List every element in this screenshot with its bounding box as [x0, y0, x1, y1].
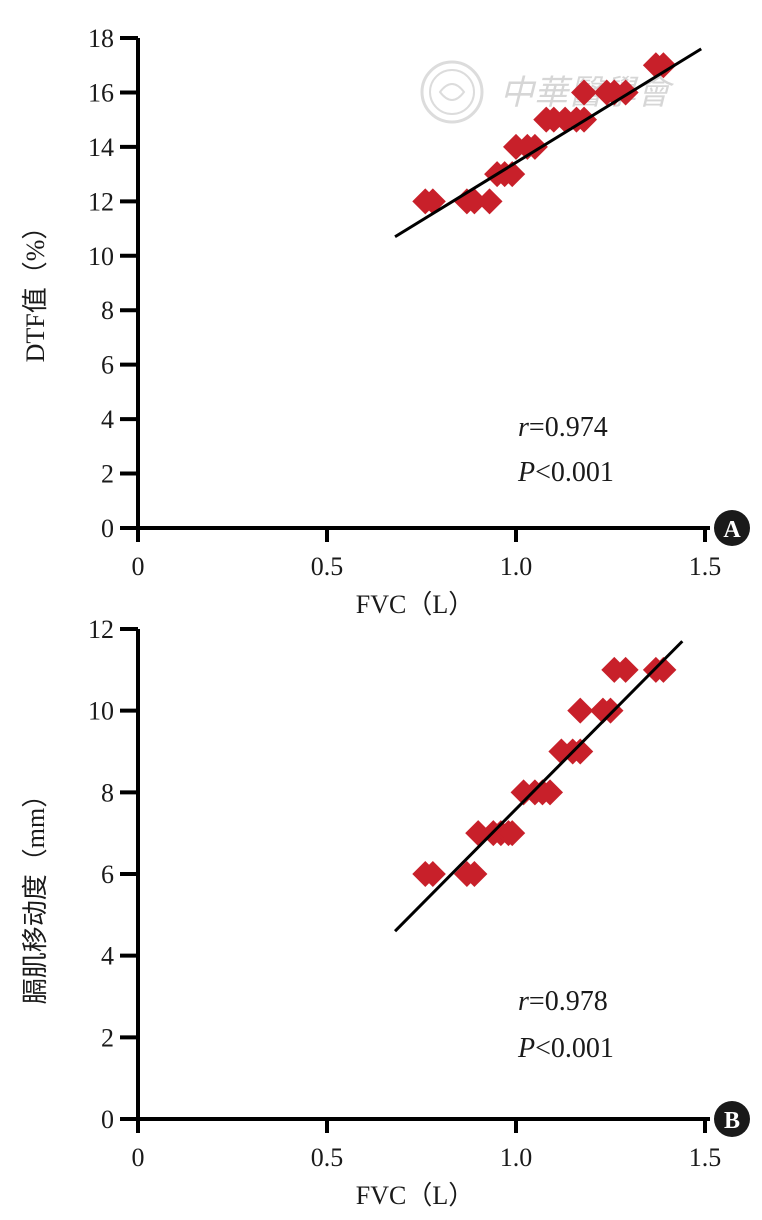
panel-a-data-point [650, 52, 677, 79]
panel-a-y-ticks: 0 2 4 6 8 10 12 14 16 18 [88, 24, 138, 543]
panel-a-y-tick-label: 2 [101, 460, 114, 489]
panel-a-x-tick-label: 1.5 [689, 552, 722, 581]
panel-a-data-point [461, 188, 488, 215]
panel-a-x-ticks: 0 0.5 1.0 1.5 [132, 528, 722, 581]
panel-b-p-stat: P<0.001 [517, 1033, 614, 1064]
panel-a-r-symbol: r [518, 412, 529, 443]
panel-a: 0 0.5 1.0 1.5 0 2 4 6 8 10 12 14 16 18 FVC（L） DTF值（%… [21, 24, 750, 619]
panel-b-data-point [597, 697, 624, 724]
panel-b-y-axis-title: 膈肌移动度（mm） [21, 782, 50, 1004]
panel-a-y-tick-label: 16 [88, 78, 114, 107]
panel-b-r-stat: r=0.978 [518, 986, 608, 1017]
panel-a-y-axis-title: DTF值（%） [21, 214, 50, 363]
panel-b: 0 0.5 1.0 1.5 0 2 4 6 8 10 12 FVC（L） 膈肌移动度（mm） r=… [21, 615, 750, 1210]
panel-a-p-symbol: P [517, 457, 535, 488]
panel-b-x-tick-label: 0 [132, 1143, 145, 1172]
panel-a-y-tick-label: 0 [101, 514, 114, 543]
panel-a-fit-line [394, 47, 703, 239]
panel-a-data-point [476, 188, 503, 215]
panel-a-data-point [571, 79, 598, 106]
panel-b-badge-label: B [724, 1108, 740, 1134]
panel-b-data-point [537, 779, 564, 806]
panel-a-x-axis-title: FVC（L） [356, 590, 474, 619]
panel-b-x-tick-label: 1.5 [689, 1143, 722, 1172]
panel-a-y-tick-label: 18 [88, 24, 114, 53]
panel-b-points [412, 656, 677, 887]
panel-a-x-tick-label: 0.5 [311, 552, 344, 581]
panel-a-y-tick-label: 4 [101, 405, 114, 434]
panel-a-badge: A [714, 510, 750, 546]
panel-b-r-symbol: r [518, 986, 529, 1017]
panel-a-y-tick-label: 10 [88, 242, 114, 271]
panel-a-x-tick-label: 0 [132, 552, 145, 581]
panel-b-data-point [612, 656, 639, 683]
panel-a-r-stat: r=0.974 [518, 412, 608, 443]
panel-b-y-tick-label: 2 [101, 1023, 114, 1052]
panel-b-p-value: <0.001 [535, 1033, 614, 1064]
panel-a-y-tick-label: 14 [88, 133, 114, 162]
panel-b-x-tick-label: 0.5 [311, 1143, 344, 1172]
panel-b-data-point [567, 697, 594, 724]
panel-b-y-ticks: 0 2 4 6 8 10 12 [88, 615, 138, 1134]
panel-a-y-tick-label: 12 [88, 187, 114, 216]
panel-b-fit-line [393, 640, 684, 933]
panel-b-badge: B [714, 1101, 750, 1137]
panel-b-data-point [419, 861, 446, 887]
panel-b-r-value: =0.978 [529, 986, 608, 1017]
panel-b-y-tick-label: 6 [101, 860, 114, 889]
panel-b-x-tick-label: 1.0 [500, 1143, 533, 1172]
panel-a-points [412, 52, 677, 215]
panel-b-y-tick-label: 10 [88, 697, 114, 726]
panel-a-p-stat: P<0.001 [517, 457, 614, 488]
watermark-seal-icon [420, 60, 484, 124]
panel-a-p-value: <0.001 [535, 457, 614, 488]
panel-b-data-point [650, 656, 677, 683]
panel-b-y-tick-label: 4 [101, 942, 114, 971]
panel-b-data-point [461, 861, 488, 887]
panel-b-y-tick-label: 8 [101, 778, 114, 807]
panel-b-y-tick-label: 12 [88, 615, 114, 644]
panel-b-y-tick-label: 0 [101, 1105, 114, 1134]
panel-a-r-value: =0.974 [529, 412, 608, 443]
panel-b-x-axis-title: FVC（L） [356, 1181, 474, 1210]
panel-a-y-tick-label: 6 [101, 351, 114, 380]
panel-b-data-point [567, 738, 594, 765]
panel-a-badge-label: A [723, 517, 741, 543]
panel-a-y-tick-label: 8 [101, 296, 114, 325]
panel-b-x-ticks: 0 0.5 1.0 1.5 [132, 1119, 722, 1172]
panel-a-x-tick-label: 1.0 [500, 552, 533, 581]
panel-b-p-symbol: P [517, 1033, 535, 1064]
panel-b-data-point [499, 820, 526, 847]
